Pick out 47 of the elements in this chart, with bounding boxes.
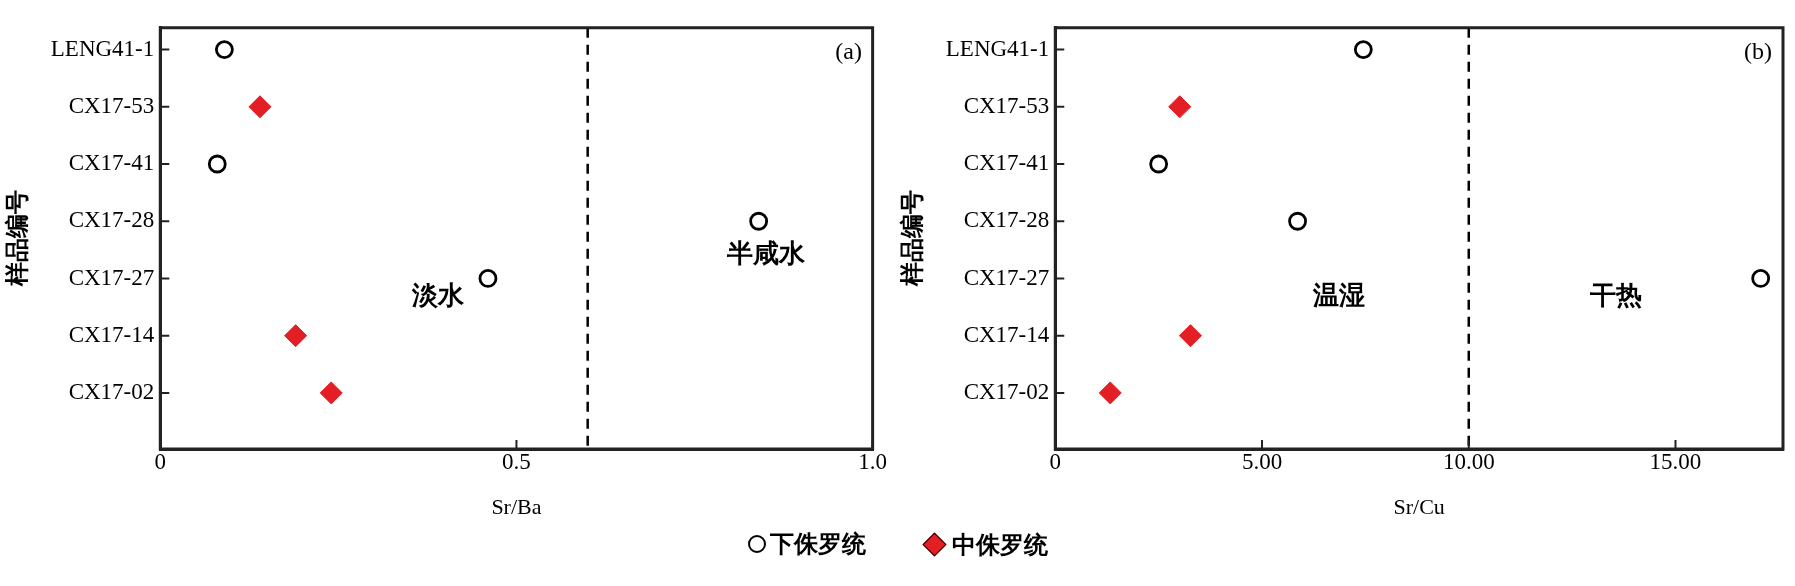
x-tick-label: 15.00: [1649, 448, 1702, 474]
point: [319, 381, 343, 405]
y-tick-label: LENG41-1: [945, 35, 1050, 61]
point: [1751, 269, 1771, 288]
x-tick-label: 5.00: [1241, 448, 1283, 474]
point: [207, 154, 227, 174]
x-axis-title: Sr/Ba: [491, 493, 542, 519]
x-tick-label: 0.5: [502, 448, 531, 474]
y-tick-label: CX17-27: [963, 264, 1050, 290]
annotation: 半咸水: [725, 238, 806, 268]
y-tick-label: CX17-53: [68, 92, 155, 118]
y-tick-label: CX17-02: [963, 378, 1050, 404]
y-tick-label: LENG41-1: [50, 35, 155, 61]
legend-label: 下侏罗统: [769, 529, 866, 560]
y-tick-label: CX17-41: [963, 150, 1050, 176]
legend-label: 中侏罗统: [951, 529, 1048, 561]
y-axis-title: 样品编号: [897, 190, 926, 288]
annotation: 温湿: [1312, 280, 1366, 311]
point: [248, 95, 272, 119]
x-tick-label: 10.00: [1442, 448, 1495, 474]
x-axis-title: Sr/Cu: [1393, 493, 1445, 519]
y-tick-label: CX17-27: [68, 264, 155, 290]
point: [1178, 324, 1202, 348]
point: [1353, 40, 1373, 59]
point: [1168, 95, 1192, 119]
point: [214, 40, 234, 59]
x-tick-label: 0: [1049, 448, 1062, 474]
x-tick-label: 0: [154, 448, 167, 474]
y-tick-label: CX17-28: [963, 207, 1050, 233]
point: [1098, 381, 1122, 405]
point: [1149, 154, 1169, 174]
y-tick-label: CX17-02: [68, 378, 155, 404]
annotation: (b): [1744, 38, 1773, 65]
y-tick-label: CX17-28: [68, 207, 155, 233]
y-tick-label: CX17-41: [68, 150, 155, 176]
annotation: 干热: [1588, 280, 1642, 311]
point: [478, 269, 498, 288]
annotation: (a): [835, 38, 862, 65]
y-axis-title: 样品编号: [2, 190, 31, 288]
annotation: 淡水: [411, 280, 466, 311]
y-tick-label: CX17-14: [68, 321, 155, 347]
y-tick-label: CX17-53: [963, 92, 1050, 118]
x-tick-label: 1.0: [858, 448, 887, 474]
point: [749, 211, 769, 231]
point: [1288, 211, 1307, 231]
y-tick-label: CX17-14: [963, 321, 1050, 347]
point: [284, 324, 308, 348]
